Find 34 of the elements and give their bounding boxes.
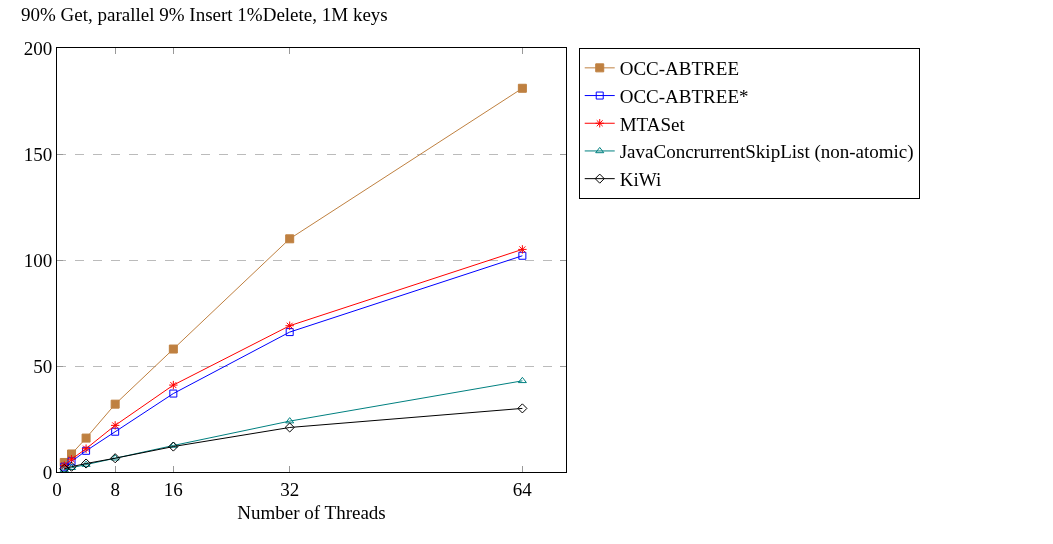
y-tick-label: 150 (23, 143, 53, 165)
y-tick-label: 200 (23, 37, 53, 59)
legend-label: OCC-ABTREE (619, 58, 740, 80)
point (285, 328, 294, 337)
point (285, 417, 295, 424)
point (111, 427, 120, 436)
point (517, 403, 528, 414)
point (168, 344, 178, 354)
point (517, 244, 528, 255)
y-tick-label: 50 (33, 355, 53, 377)
legend-label: KiWi (619, 169, 662, 191)
point (517, 376, 527, 384)
point (169, 389, 178, 398)
chart-title: 90% Get, parallel 9% Insert 1%Delete, 1M keys (21, 4, 388, 26)
legend-label: OCC-ABTREE* (619, 85, 749, 107)
point (517, 83, 527, 93)
point (168, 380, 179, 390)
x-tick-label: 64 (512, 478, 533, 500)
point (284, 321, 295, 331)
y-tick-label: 0 (42, 461, 53, 483)
point (284, 422, 295, 433)
point (518, 251, 527, 260)
point (110, 420, 120, 431)
x-tick-label: 8 (110, 478, 120, 500)
point (110, 399, 120, 409)
point (285, 234, 295, 244)
y-tick-label: 100 (23, 249, 53, 271)
point (81, 433, 91, 443)
x-tick-label: 32 (280, 478, 300, 500)
legend-label: JavaConcrurrentSkipList (non-atomic) (619, 141, 914, 164)
x-tick-label: 16 (163, 478, 183, 500)
x-axis-title: Number of Threads (237, 501, 386, 523)
point (168, 441, 179, 452)
legend-label: MTASet (619, 113, 686, 135)
